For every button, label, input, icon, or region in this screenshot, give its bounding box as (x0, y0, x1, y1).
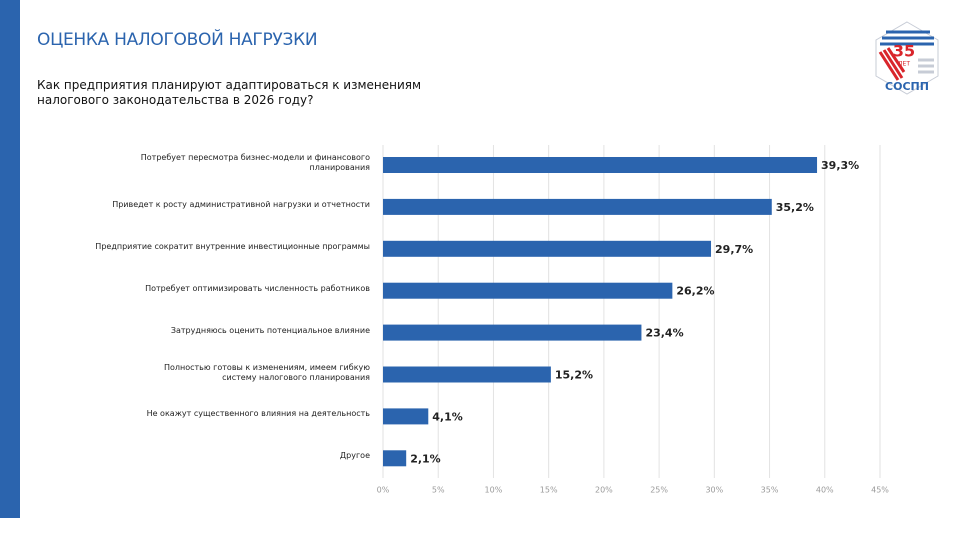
sidebar (0, 0, 20, 518)
x-tick-label: 45% (871, 486, 889, 495)
bar (383, 366, 551, 383)
category-label: Потребует пересмотра бизнес-модели и фин… (140, 153, 370, 172)
logo-frame (875, 21, 939, 95)
value-label: 39,3% (821, 159, 859, 172)
bar (383, 324, 642, 341)
category-label: Другое (339, 451, 370, 461)
category-label: Не окажут существенного влияния на деяте… (146, 409, 370, 419)
logo-stripes-grey (918, 58, 934, 74)
value-label: 29,7% (715, 243, 753, 256)
value-label: 26,2% (676, 285, 714, 298)
category-label: Полностью готовы к изменениям, имеем гиб… (163, 362, 370, 382)
logo: 35 ЛЕТ СОСПП (875, 21, 939, 95)
x-tick-label: 25% (650, 486, 668, 495)
x-tick-label: 20% (595, 486, 613, 495)
category-label: Приведет к росту административной нагруз… (112, 199, 370, 209)
x-tick-label: 0% (377, 486, 390, 495)
bar (383, 282, 673, 299)
logo-name: СОСПП (885, 80, 929, 93)
bar (383, 240, 712, 257)
x-tick-label: 35% (761, 486, 779, 495)
bar (383, 198, 772, 215)
value-label: 23,4% (645, 327, 683, 340)
category-label: Затрудняюсь оценить потенциальное влияни… (170, 325, 370, 335)
value-label: 4,1% (432, 410, 463, 423)
x-tick-label: 40% (816, 486, 834, 495)
value-label: 15,2% (555, 369, 593, 382)
x-tick-label: 5% (432, 486, 445, 495)
question: Как предприятия планируют адаптироваться… (37, 78, 422, 107)
logo-number: 35 (893, 42, 915, 61)
x-tick-label: 15% (540, 486, 558, 495)
logo-stripes (880, 30, 934, 46)
value-label: 35,2% (776, 201, 814, 214)
logo-years: ЛЕТ (898, 61, 910, 68)
bar (383, 450, 407, 467)
category-label: Потребует оптимизировать численность раб… (145, 283, 370, 293)
category-label: Предприятие сократит внутренние инвестиц… (95, 241, 370, 251)
logo-stripes-red (878, 47, 906, 81)
x-tick-label: 30% (705, 486, 723, 495)
bar (383, 408, 429, 425)
slide-title: ОЦЕНКА НАЛОГОВОЙ НАГРУЗКИ (37, 30, 318, 50)
value-label: 2,1% (410, 452, 441, 465)
x-tick-label: 10% (485, 486, 503, 495)
bar (383, 157, 818, 173)
